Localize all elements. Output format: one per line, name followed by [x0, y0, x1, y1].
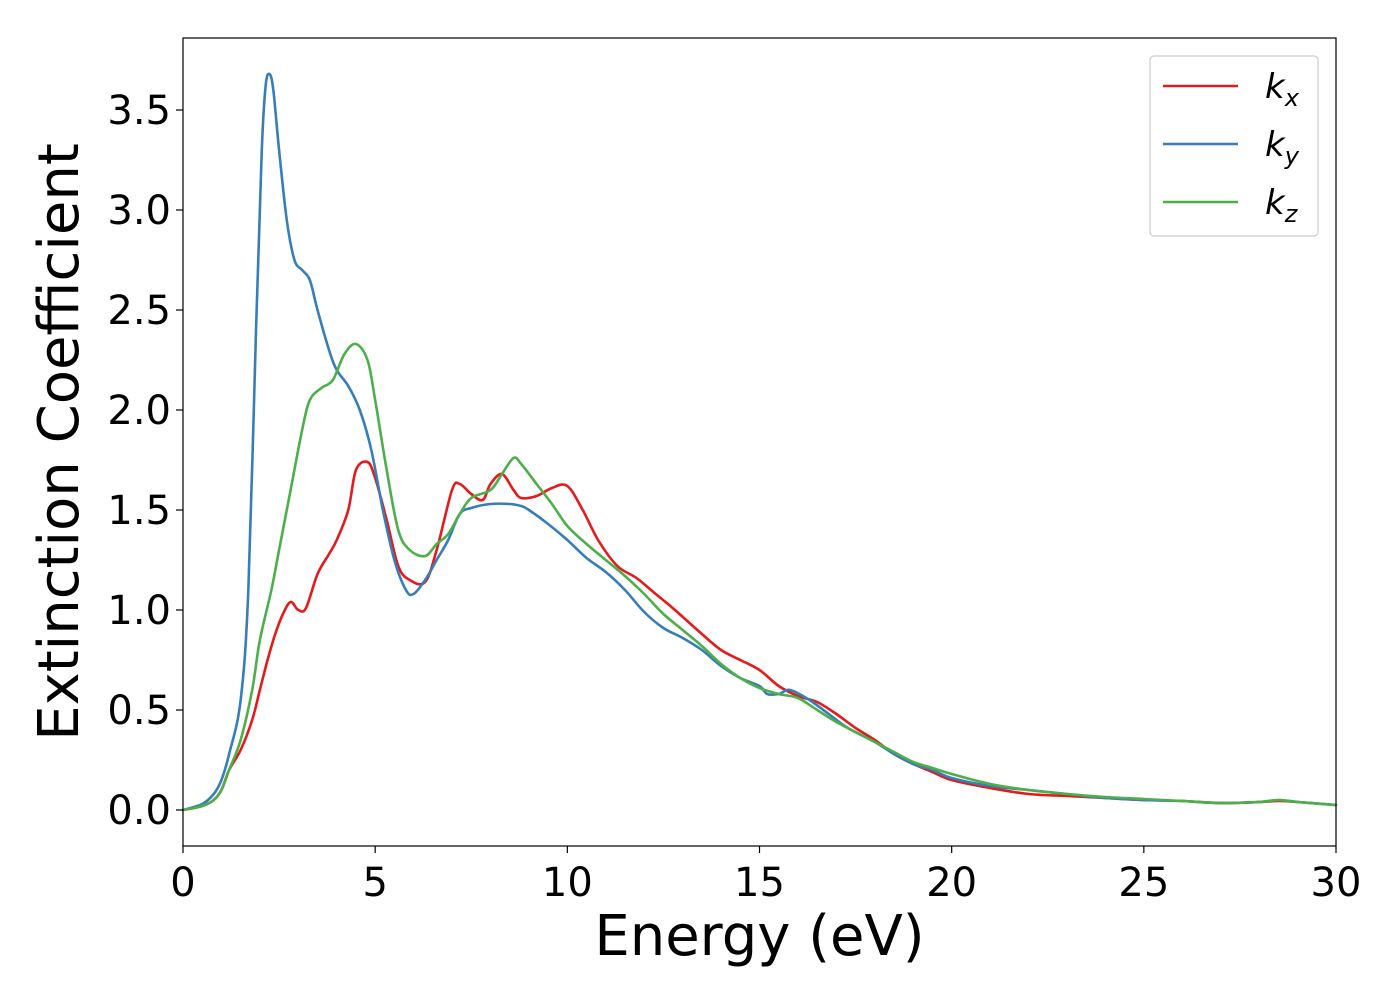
- y-tick-label: 0.0: [107, 788, 171, 834]
- legend-label-y: ky: [1265, 125, 1300, 170]
- y-tick-label: 2.0: [107, 388, 171, 434]
- series-line-z: [181, 342, 1338, 812]
- legend-label-z: kz: [1265, 183, 1299, 228]
- legend-label-main: k: [1265, 183, 1286, 223]
- y-tick-label: 0.5: [107, 688, 171, 734]
- series-line-x: [181, 460, 1338, 812]
- x-tick-label: 0: [170, 860, 195, 906]
- x-tick-label: 5: [362, 860, 387, 906]
- y-tick-label: 3.5: [107, 88, 171, 134]
- x-tick-label: 30: [1311, 860, 1362, 906]
- legend-label-subscript: y: [1284, 142, 1300, 170]
- legend-label-main: k: [1265, 125, 1286, 165]
- y-tick-label: 1.0: [107, 588, 171, 634]
- legend-label-main: k: [1265, 67, 1286, 107]
- y-tick-label: 2.5: [107, 288, 171, 334]
- x-tick-label: 20: [926, 860, 977, 906]
- x-tick-label: 10: [542, 860, 593, 906]
- legend-label-x: kx: [1265, 67, 1300, 112]
- x-tick-label: 25: [1118, 860, 1169, 906]
- y-tick-label: 3.0: [107, 188, 171, 234]
- y-axis-ticks: 0.0 0.5 1.0 1.5 2.0 2.5 3.0 3.5: [107, 88, 183, 834]
- legend-frame: [1149, 55, 1319, 237]
- series-line-y: [181, 72, 1338, 812]
- legend-label-subscript: x: [1284, 84, 1300, 112]
- y-tick-label: 1.5: [107, 488, 171, 534]
- x-axis-title: Energy (eV): [594, 904, 924, 969]
- legend-label-subscript: z: [1284, 200, 1299, 228]
- y-axis-title: Extinction Coefficient: [27, 143, 92, 741]
- x-tick-label: 15: [734, 860, 785, 906]
- x-axis-ticks: 0 5 10 15 20 25 30: [170, 846, 1361, 906]
- series-layer: [181, 72, 1338, 812]
